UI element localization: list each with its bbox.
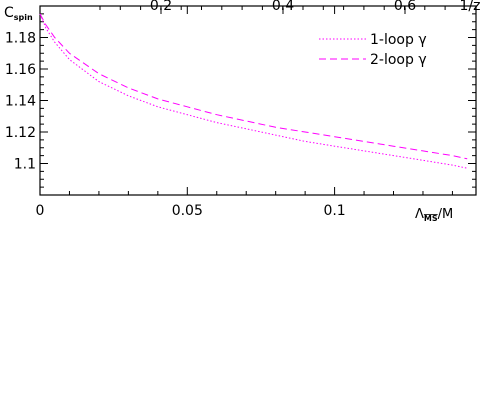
x-tick-label: 0 <box>36 203 45 219</box>
y-tick-label: 1.1 <box>14 157 36 173</box>
x-tick-label: 0.05 <box>172 203 203 219</box>
y-axis-label: Cspin <box>4 5 33 22</box>
axis-ticks: 00.050.11.11.121.141.161.180.20.40.6 <box>5 0 476 219</box>
series-lines <box>39 13 468 169</box>
y-tick-label: 1.12 <box>5 125 36 141</box>
legend: 1-loop γ 2-loop γ <box>319 32 427 68</box>
series-line-1loop <box>39 13 468 169</box>
x-axis-label: ΛMS/M <box>415 207 453 223</box>
y-tick-label: 1.14 <box>5 94 36 110</box>
top-tick-label: 0.6 <box>394 0 416 14</box>
legend-label-1loop: 1-loop γ <box>370 32 427 48</box>
x-tick-label: 0.1 <box>323 203 345 219</box>
series-line-2loop <box>39 13 468 160</box>
legend-label-2loop: 2-loop γ <box>370 52 427 68</box>
top-axis-label: 1/z <box>460 0 481 14</box>
y-tick-label: 1.18 <box>5 31 36 47</box>
y-tick-label: 1.16 <box>5 62 36 78</box>
